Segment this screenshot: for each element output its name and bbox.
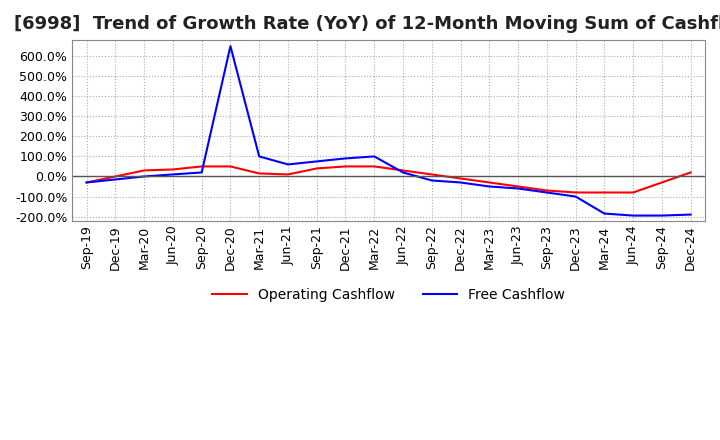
Free Cashflow — [341, 156, 350, 161]
Free Cashflow — [284, 162, 292, 167]
Operating Cashflow — [341, 164, 350, 169]
Free Cashflow — [82, 180, 91, 185]
Line: Operating Cashflow: Operating Cashflow — [86, 166, 690, 192]
Operating Cashflow — [456, 176, 465, 181]
Free Cashflow — [514, 186, 523, 191]
Operating Cashflow — [197, 164, 206, 169]
Operating Cashflow — [168, 167, 177, 172]
Free Cashflow — [686, 212, 695, 217]
Operating Cashflow — [140, 168, 148, 173]
Operating Cashflow — [657, 180, 666, 185]
Operating Cashflow — [399, 168, 408, 173]
Operating Cashflow — [255, 171, 264, 176]
Legend: Operating Cashflow, Free Cashflow: Operating Cashflow, Free Cashflow — [207, 282, 571, 308]
Free Cashflow — [629, 213, 637, 218]
Operating Cashflow — [571, 190, 580, 195]
Free Cashflow — [255, 154, 264, 159]
Free Cashflow — [542, 190, 551, 195]
Free Cashflow — [168, 172, 177, 177]
Free Cashflow — [312, 159, 321, 164]
Free Cashflow — [226, 44, 235, 49]
Operating Cashflow — [111, 174, 120, 179]
Operating Cashflow — [686, 170, 695, 175]
Free Cashflow — [600, 211, 608, 216]
Operating Cashflow — [629, 190, 637, 195]
Free Cashflow — [140, 174, 148, 179]
Title: [6998]  Trend of Growth Rate (YoY) of 12-Month Moving Sum of Cashflows: [6998] Trend of Growth Rate (YoY) of 12-… — [14, 15, 720, 33]
Operating Cashflow — [370, 164, 379, 169]
Free Cashflow — [428, 178, 436, 183]
Operating Cashflow — [514, 184, 523, 189]
Free Cashflow — [399, 170, 408, 175]
Operating Cashflow — [600, 190, 608, 195]
Operating Cashflow — [226, 164, 235, 169]
Operating Cashflow — [284, 172, 292, 177]
Operating Cashflow — [312, 166, 321, 171]
Free Cashflow — [456, 180, 465, 185]
Free Cashflow — [485, 184, 494, 189]
Operating Cashflow — [485, 180, 494, 185]
Operating Cashflow — [542, 188, 551, 193]
Free Cashflow — [370, 154, 379, 159]
Line: Free Cashflow: Free Cashflow — [86, 46, 690, 216]
Operating Cashflow — [428, 172, 436, 177]
Operating Cashflow — [82, 180, 91, 185]
Free Cashflow — [571, 194, 580, 199]
Free Cashflow — [657, 213, 666, 218]
Free Cashflow — [197, 170, 206, 175]
Free Cashflow — [111, 177, 120, 182]
